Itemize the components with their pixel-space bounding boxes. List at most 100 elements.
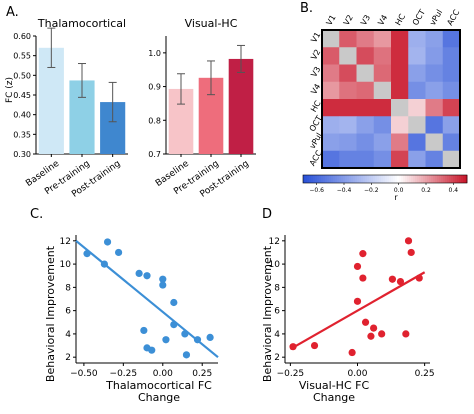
heatmap-cell [339, 81, 357, 100]
colorbar-segment [361, 175, 364, 183]
colorbar-segment [335, 175, 338, 183]
y-tick-label: 4 [65, 330, 71, 340]
y-tick-label: 0.9 [148, 83, 161, 92]
x-label-line: Change [138, 391, 180, 404]
bar1-title: Thalamocortical [37, 17, 126, 30]
y-tick-label: 0.7 [148, 150, 161, 159]
bar2-title: Visual-HC [185, 17, 238, 30]
heatmap-cell [373, 133, 392, 152]
colorbar-tick-label: −0.6 [309, 187, 324, 194]
data-point [353, 297, 362, 305]
colorbar-segment [435, 175, 438, 183]
colorbar-segment [331, 175, 334, 183]
colorbar-segment [399, 175, 402, 183]
heatmap-cell [425, 64, 444, 83]
y-tick-label: 10 [60, 260, 72, 270]
heatmap-cell [373, 47, 392, 65]
colorbar-segment [341, 175, 344, 183]
heatmap-cell [322, 81, 340, 100]
heatmap-cell [442, 116, 461, 134]
colorbar-segment [419, 175, 422, 183]
heatmap-cell [391, 99, 409, 117]
colorbar-segment [327, 175, 330, 183]
x-tick-label: −0.25 [110, 369, 138, 379]
colorbar-segment [321, 175, 324, 183]
heatmap-cell [425, 47, 444, 65]
heatmap-col-label: V4 [376, 13, 389, 27]
data-point [159, 275, 167, 283]
colorbar-segment [377, 175, 380, 183]
heatmap-cell [425, 30, 444, 48]
colorbar-segment [453, 175, 456, 183]
heatmap-col-label: ACC [445, 8, 461, 27]
heatmap-cell [356, 47, 375, 65]
colorbar-segment [459, 175, 462, 183]
heatmap-cell [356, 99, 375, 117]
colorbar-segment [405, 175, 408, 183]
panel-a-label: A. [6, 5, 19, 20]
colorbar-segment [389, 175, 392, 183]
heatmap-cell [391, 30, 409, 48]
colorbar-segment [349, 175, 352, 183]
data-point [159, 281, 167, 289]
data-point [140, 326, 148, 335]
colorbar-segment [425, 175, 428, 183]
y-tick-label: 2 [274, 353, 280, 363]
colorbar-segment [465, 175, 468, 183]
colorbar-segment [365, 175, 368, 183]
colorbar-segment [303, 175, 306, 183]
colorbar-segment [343, 175, 346, 183]
colorbar-segment [347, 175, 350, 183]
colorbar-segment [395, 175, 398, 183]
colorbar-segment [385, 175, 388, 183]
colorbar-segment [427, 175, 430, 183]
data-point [359, 274, 367, 282]
bar-chart-thalamocortical: 0.300.350.400.450.500.550.60BaselinePre-… [13, 27, 128, 200]
colorbar-segment [381, 175, 384, 183]
colorbar-segment [345, 175, 348, 183]
scatter-visual-hc: −0.25 0.00 0.25 2 4 6 8 10 12 [269, 235, 435, 379]
colorbar-segment [443, 175, 446, 183]
colorbar-tick-label: 0.0 [394, 187, 404, 194]
heatmap-cell [442, 30, 461, 48]
heatmap-col-label: HC [394, 12, 408, 27]
colorbar-segment [409, 175, 412, 183]
panel-c-label: C. [30, 207, 43, 222]
colorbar-segment [413, 175, 416, 183]
data-point [115, 248, 123, 257]
colorbar-segment [337, 175, 340, 183]
colorbar-segment [373, 175, 376, 183]
x-tick-label: −0.25 [277, 369, 305, 379]
bar [228, 58, 254, 154]
colorbar-segment [325, 175, 328, 183]
heatmap-row-label: V1 [309, 31, 322, 45]
colorbar-segment [309, 175, 312, 183]
colorbar-segment [383, 175, 386, 183]
heatmap-cell [373, 150, 392, 169]
heatmap-cell [339, 64, 357, 83]
heatmap-cell [373, 64, 392, 83]
colorbar-segment [333, 175, 336, 183]
y-tick-label: 8 [274, 283, 280, 293]
regression-line [289, 271, 426, 350]
data-point [353, 262, 362, 271]
heatmap-cell [339, 150, 357, 169]
regression-line [75, 239, 219, 359]
data-point [359, 250, 367, 258]
heatmap-cell [391, 133, 409, 152]
heatmap-cell [408, 116, 426, 134]
y-tick-label: 2 [65, 353, 71, 363]
colorbar-segment [401, 175, 404, 183]
colorbar-segment [353, 175, 356, 183]
heatmap-cell [391, 81, 409, 100]
data-point [370, 324, 378, 332]
y-tick-label: 6 [65, 307, 71, 317]
colorbar-segment [329, 175, 332, 183]
y-tick-label: 1.0 [148, 49, 161, 58]
colorbar-segment [439, 175, 442, 183]
heatmap-cell [339, 116, 357, 134]
heatmap-row-label: HC [309, 99, 323, 114]
heatmap-cell [322, 30, 340, 48]
data-point [148, 346, 156, 354]
